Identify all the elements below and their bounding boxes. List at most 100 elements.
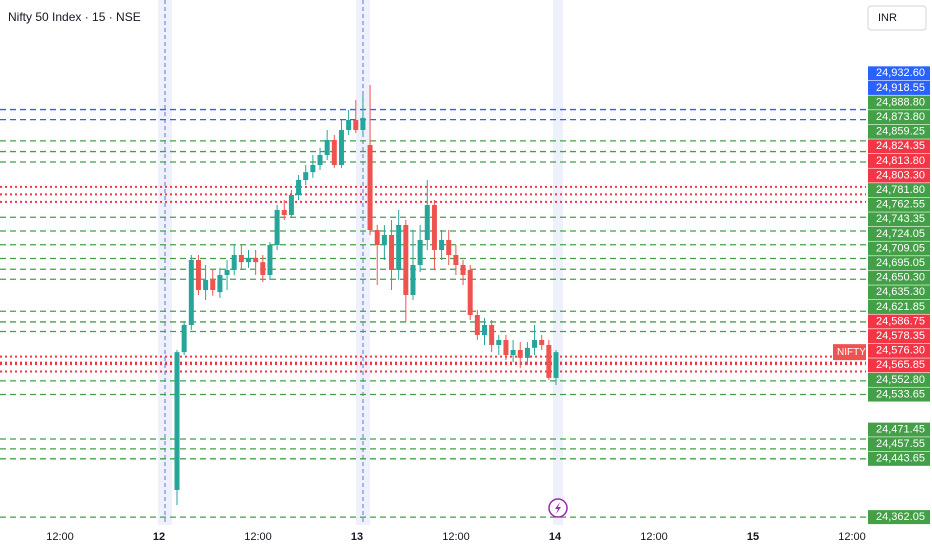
price-label-bg — [868, 168, 930, 183]
candle-body — [317, 155, 323, 165]
price-label: 24,457.55 — [876, 438, 925, 450]
price-label: 24,635.30 — [876, 286, 925, 298]
candle-body — [274, 210, 280, 245]
price-label-bg — [868, 285, 930, 300]
price-label: 24,533.65 — [876, 388, 925, 400]
candle-body — [389, 235, 395, 270]
price-label-bg — [868, 153, 930, 168]
candle-body — [174, 352, 180, 490]
price-label: 24,873.80 — [876, 111, 925, 123]
price-label-bg — [868, 299, 930, 314]
price-label: 24,824.35 — [876, 140, 925, 152]
time-label: 12:00 — [46, 531, 74, 543]
candle-body — [517, 350, 523, 358]
price-label: 24,578.35 — [876, 330, 925, 342]
price-label: 24,695.05 — [876, 257, 925, 269]
candle-body — [181, 325, 187, 353]
time-label: 12:00 — [442, 531, 470, 543]
price-label: 24,709.05 — [876, 242, 925, 254]
price-label-bg — [868, 124, 930, 139]
candle-body — [381, 235, 387, 245]
price-label: 24,762.55 — [876, 199, 925, 211]
price-label: 24,576.30 — [876, 345, 925, 357]
candle-body — [224, 270, 230, 275]
price-label-bg — [868, 387, 930, 402]
price-label-bg — [868, 241, 930, 256]
price-label-bg — [868, 66, 930, 81]
price-label: 24,621.85 — [876, 301, 925, 313]
price-label: 24,724.05 — [876, 228, 925, 240]
price-label-bg — [868, 314, 930, 329]
candle-body — [288, 195, 294, 215]
price-label-bg — [868, 510, 930, 525]
candle-body — [210, 280, 216, 290]
candle-body — [303, 172, 309, 180]
candle-body — [217, 275, 223, 293]
candle-body — [203, 280, 209, 290]
price-label-bg — [868, 270, 930, 285]
candle-body — [246, 257, 252, 263]
price-label: 24,932.60 — [876, 67, 925, 79]
candle-body — [489, 325, 495, 345]
candle-body — [539, 340, 545, 345]
candle-body — [331, 140, 337, 165]
candle-body — [238, 255, 244, 263]
candle-body — [446, 240, 452, 255]
price-label-bg — [868, 139, 930, 154]
time-label: 12:00 — [838, 531, 866, 543]
price-label-bg — [868, 451, 930, 466]
candle-body — [496, 340, 502, 345]
price-label-bg — [868, 343, 930, 358]
session-highlight — [553, 0, 563, 525]
candle-body — [260, 262, 266, 275]
candle-body — [474, 315, 480, 335]
price-label: 24,803.30 — [876, 169, 925, 181]
event-bolt — [555, 502, 561, 514]
candle-body — [195, 260, 201, 290]
price-label-bg — [868, 226, 930, 241]
candle-body — [253, 257, 259, 263]
candle-body — [403, 225, 409, 295]
price-label-bg — [868, 183, 930, 198]
candle-body — [453, 255, 459, 265]
candle-body — [360, 117, 366, 130]
candle-body — [374, 230, 380, 245]
time-label: 13 — [351, 531, 363, 543]
price-label: 24,650.30 — [876, 272, 925, 284]
candle-body — [503, 340, 509, 355]
candle-body — [524, 347, 530, 358]
price-label: 24,586.75 — [876, 315, 925, 327]
candle-body — [532, 340, 538, 348]
candle-body — [353, 120, 359, 130]
candle-body — [424, 205, 430, 240]
price-label-bg — [868, 256, 930, 271]
price-label: 24,552.80 — [876, 374, 925, 386]
price-label: 24,781.80 — [876, 184, 925, 196]
time-label: 12 — [153, 531, 165, 543]
time-label: 12:00 — [244, 531, 272, 543]
price-label-bg — [868, 197, 930, 212]
candle-body — [267, 245, 273, 275]
price-label-bg — [868, 95, 930, 110]
currency: INR — [878, 12, 897, 24]
price-label: 24,443.65 — [876, 453, 925, 465]
candle-body — [188, 260, 194, 325]
price-label: 24,918.55 — [876, 82, 925, 94]
symbol-tag: NIFTY — [837, 347, 866, 358]
price-label-bg — [868, 372, 930, 387]
symbol-tag-bg — [833, 344, 866, 361]
candle-body — [296, 180, 302, 195]
candle-body — [231, 255, 237, 270]
candle-body — [338, 130, 344, 165]
candle-body — [510, 350, 516, 355]
price-label: 24,471.45 — [876, 424, 925, 436]
price-label-bg — [868, 329, 930, 344]
price-label: 24,565.85 — [876, 359, 925, 371]
price-label: 24,859.25 — [876, 126, 925, 138]
price-label: 24,743.35 — [876, 213, 925, 225]
currency-box[interactable] — [867, 5, 927, 31]
price-label-bg — [868, 437, 930, 452]
time-label: 15 — [747, 531, 759, 543]
candle-body — [324, 140, 330, 155]
